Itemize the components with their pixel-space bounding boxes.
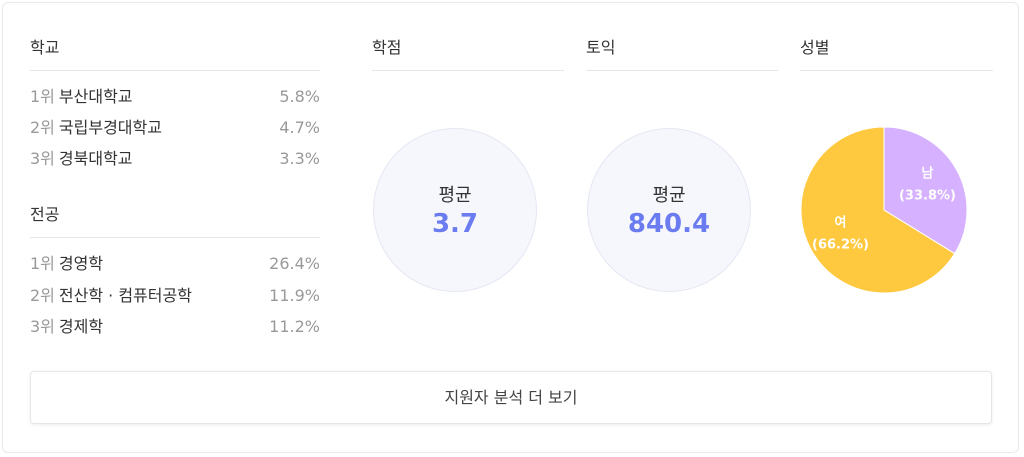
divider [586,70,778,71]
gpa-average-value: 3.7 [431,209,479,239]
gpa-header: 학점 [372,38,402,57]
rank: 3위 [30,317,55,336]
school-item: 1위 부산대학교 5.8% [30,86,320,108]
percent: 11.9% [269,286,320,305]
pie-label: 여 [835,214,847,230]
toeic-average-label: 평균 [652,185,686,206]
percent: 4.7% [279,118,320,137]
divider [30,237,320,238]
major-header: 전공 [30,205,60,224]
major-name: 전산학 · 컴퓨터공학 [58,286,192,305]
major-item: 2위 전산학 · 컴퓨터공학 11.9% [30,285,320,307]
pie-slice-female [800,126,956,294]
percent: 5.8% [279,87,320,106]
rank: 2위 [30,118,55,137]
gender-pie-chart: 남 (33.8%) 여 (66.2%) [800,126,968,294]
school-name: 부산대학교 [58,87,133,106]
divider [800,70,993,71]
divider [372,70,564,71]
percent: 11.2% [269,317,320,336]
percent: 26.4% [269,254,320,273]
gpa-average-label: 평균 [438,185,472,206]
major-name: 경제학 [58,317,104,336]
pie-slice-male [883,126,968,255]
major-item: 3위 경제학 11.2% [30,316,320,338]
pie-percent-label: (33.8%) [899,189,956,204]
rank: 1위 [30,254,55,273]
more-analysis-button[interactable]: 지원자 분석 더 보기 [30,371,992,424]
school-header: 학교 [30,38,60,57]
major-name: 경영학 [58,254,104,273]
school-item: 2위 국립부경대학교 4.7% [30,117,320,139]
percent: 3.3% [279,149,320,168]
school-name: 경북대학교 [58,149,133,168]
pie-percent-label: (66.2%) [812,237,869,252]
pie-label: 남 [922,166,934,182]
toeic-average-circle: 평균 840.4 [587,128,751,292]
rank: 3위 [30,149,55,168]
major-item: 1위 경영학 26.4% [30,253,320,275]
gpa-average-circle: 평균 3.7 [373,128,537,292]
divider [30,70,320,71]
rank: 2위 [30,286,55,305]
rank: 1위 [30,87,55,106]
school-name: 국립부경대학교 [58,118,162,137]
gender-header: 성별 [800,38,830,57]
toeic-header: 토익 [586,38,616,57]
toeic-average-value: 840.4 [627,209,711,239]
school-item: 3위 경북대학교 3.3% [30,148,320,170]
